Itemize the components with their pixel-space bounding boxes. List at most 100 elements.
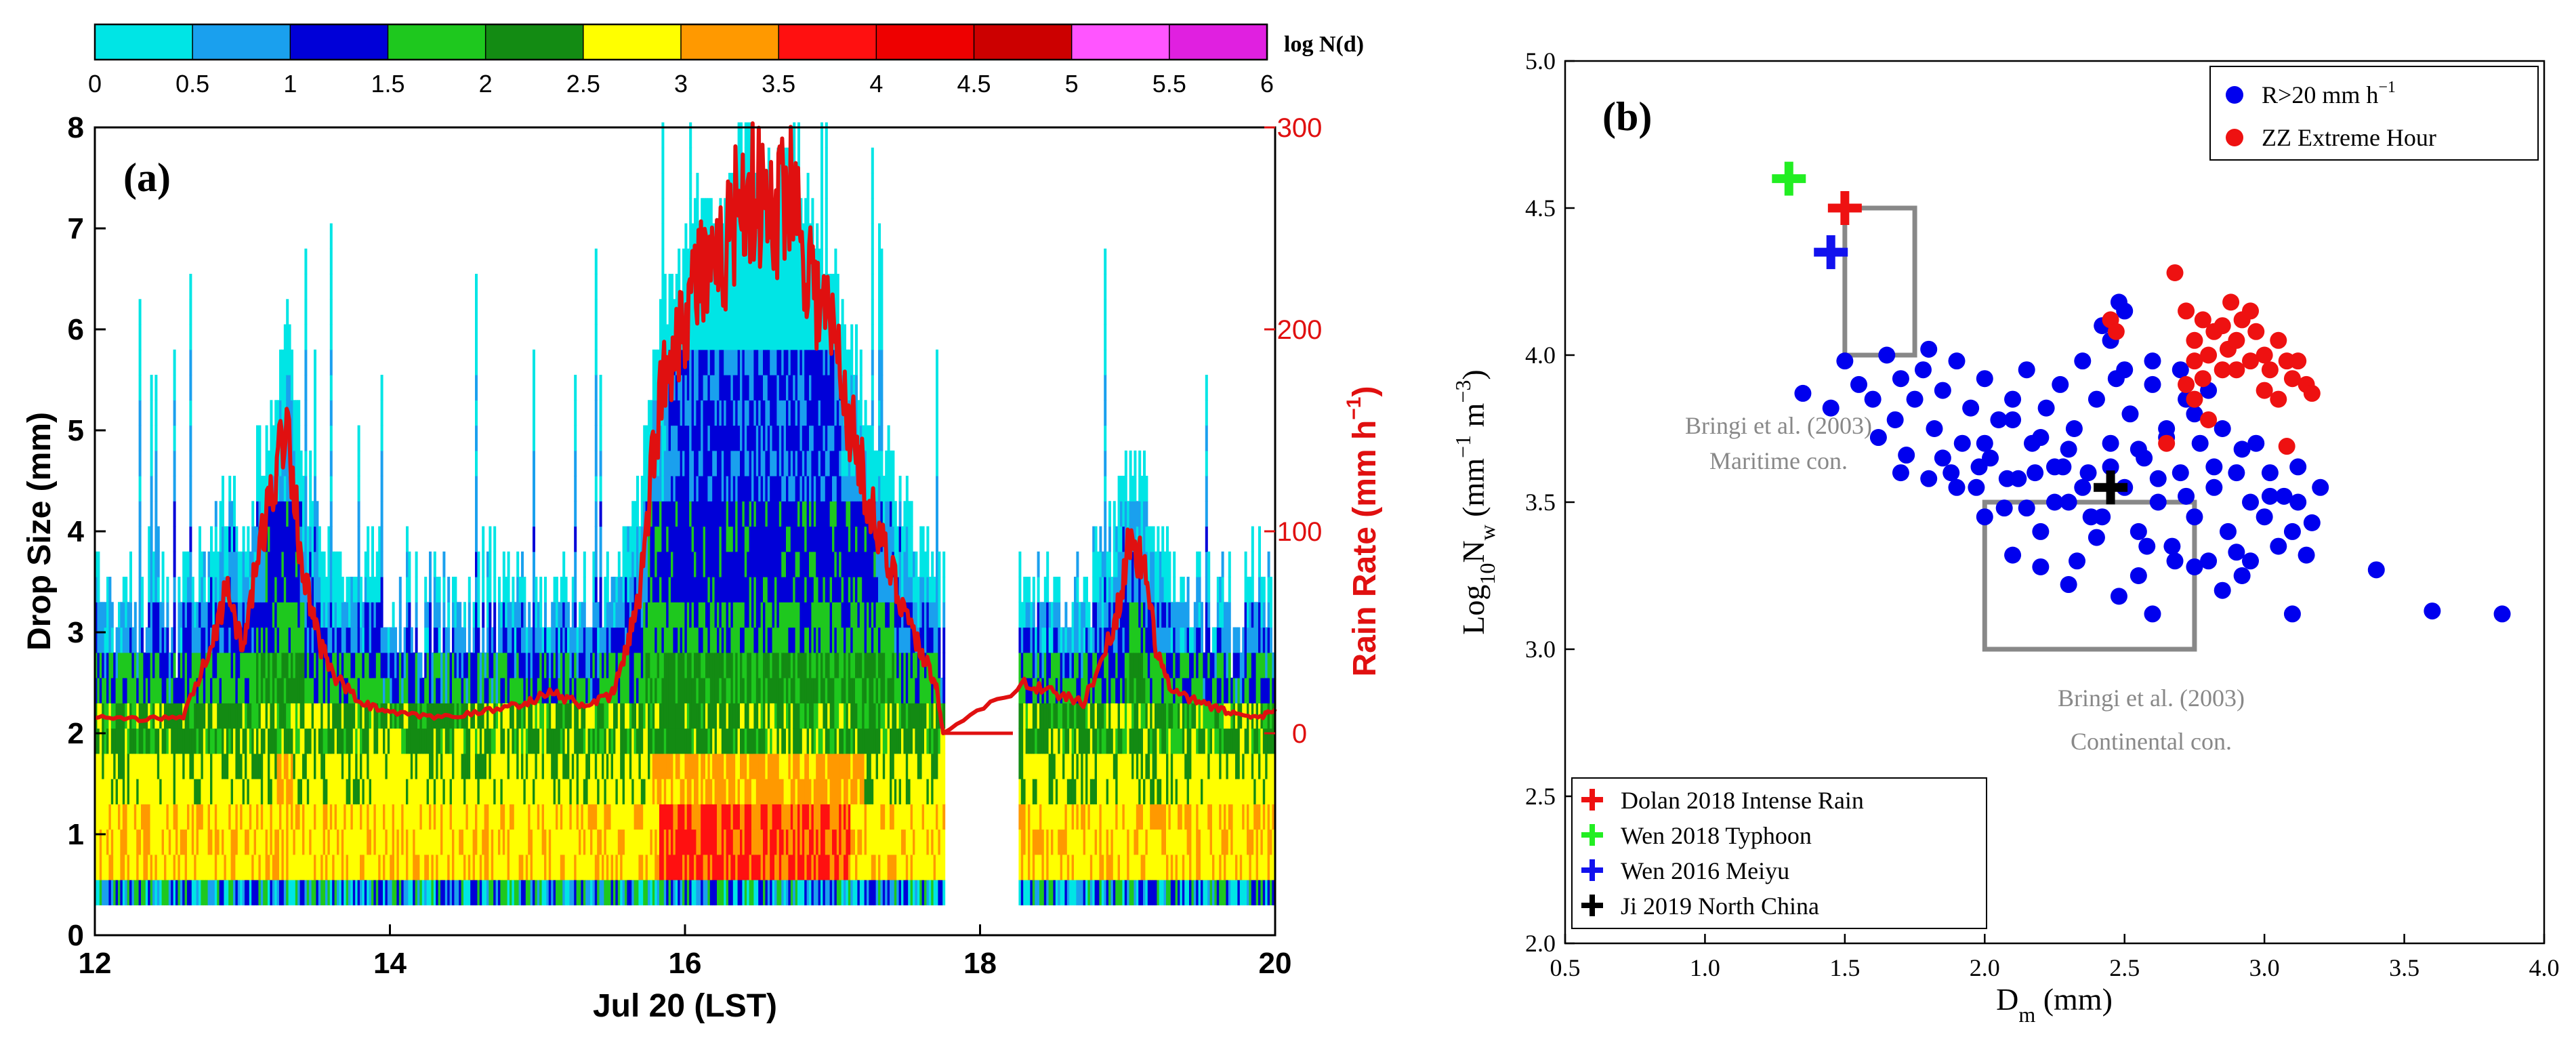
heatmap-cell [161, 779, 165, 804]
heatmap-cell [219, 526, 222, 552]
heatmap-cell [689, 400, 692, 426]
heatmap-cell [311, 854, 314, 880]
heatmap-cell [671, 880, 673, 905]
heatmap-cell [767, 349, 770, 375]
heatmap-cell [302, 829, 305, 855]
heatmap-cell [187, 577, 190, 602]
heatmap-cell [380, 577, 383, 602]
heatmap-cell [475, 501, 478, 527]
heatmap-cell [334, 678, 337, 703]
heatmap-cell [617, 804, 621, 830]
heatmap-cell [724, 324, 727, 350]
heatmap-cell [318, 728, 321, 754]
heatmap-cell [196, 753, 199, 779]
heatmap-cell [318, 551, 321, 577]
heatmap-cell [553, 602, 556, 628]
heatmap-cell [560, 703, 563, 729]
heatmap-cell [375, 804, 379, 830]
heatmap-cell [133, 854, 137, 880]
heatmap-cell [295, 703, 298, 729]
heatmap-cell [203, 728, 206, 754]
heatmap-cell [686, 501, 690, 527]
heatmap-cell [385, 627, 388, 653]
heatmap-cell [403, 627, 407, 653]
heatmap-cell [230, 854, 234, 880]
heatmap-cell [770, 627, 773, 653]
heatmap-cell [311, 753, 314, 779]
heatmap-cell [590, 678, 593, 703]
heatmap-cell [115, 753, 119, 779]
heatmap-cell [309, 476, 312, 501]
heatmap-cell [587, 829, 591, 855]
heatmap-cell [164, 728, 167, 754]
heatmap-cell [431, 880, 434, 905]
heatmap-cell [279, 501, 282, 527]
heatmap-cell [482, 779, 485, 804]
heatmap-cell [763, 450, 766, 476]
heatmap-cell [210, 577, 213, 602]
heatmap-cell [367, 703, 370, 729]
heatmap-cell [728, 577, 731, 602]
heatmap-cell [152, 804, 155, 830]
heatmap-cell [258, 652, 262, 678]
heatmap-cell [157, 854, 160, 880]
heatmap-cell [730, 753, 734, 779]
heatmap-cell [749, 829, 752, 855]
heatmap-cell [189, 299, 192, 325]
heatmap-cell [339, 829, 342, 855]
heatmap-cell [463, 728, 466, 754]
heatmap-cell [97, 779, 100, 804]
heatmap-cell [767, 375, 770, 401]
heatmap-cell [770, 678, 773, 703]
heatmap-cell [106, 577, 109, 602]
heatmap-cell [228, 880, 232, 905]
heatmap-cell [265, 627, 268, 653]
heatmap-cell [694, 728, 697, 754]
heatmap-cell [283, 602, 287, 628]
heatmap-cell [219, 753, 222, 779]
heatmap-cell [329, 324, 333, 350]
heatmap-cell [606, 703, 609, 729]
heatmap-cell [375, 829, 379, 855]
heatmap-cell [675, 476, 678, 501]
heatmap-cell [272, 476, 275, 501]
heatmap-cell [668, 854, 671, 880]
heatmap-cell [281, 400, 285, 426]
heatmap-cell [707, 602, 711, 628]
heatmap-cell [594, 400, 598, 426]
heatmap-cell [650, 703, 653, 729]
heatmap-cell [387, 728, 390, 754]
heatmap-cell [671, 299, 673, 325]
heatmap-cell [145, 728, 148, 754]
heatmap-cell [245, 804, 247, 830]
heatmap-cell [576, 829, 579, 855]
heatmap-cell [268, 880, 270, 905]
heatmap-cell [230, 779, 234, 804]
heatmap-cell [99, 728, 102, 754]
heatmap-cell [228, 501, 232, 527]
heatmap-cell [726, 854, 729, 880]
heatmap-cell [721, 450, 724, 476]
heatmap-cell [452, 854, 455, 880]
heatmap-cell [329, 678, 333, 703]
heatmap-cell [671, 678, 673, 703]
heatmap-cell [173, 753, 176, 779]
heatmap-cell [650, 400, 653, 426]
heatmap-cell [548, 779, 552, 804]
heatmap-cell [456, 880, 459, 905]
heatmap-cell [698, 703, 701, 729]
heatmap-cell [148, 627, 151, 653]
heatmap-cell [452, 652, 455, 678]
heatmap-cell [625, 753, 627, 779]
heatmap-cell [633, 779, 637, 804]
heatmap-cell [311, 804, 314, 830]
heatmap-cell [705, 577, 708, 602]
heatmap-cell [668, 476, 671, 501]
heatmap-cell [219, 854, 222, 880]
heatmap-cell [270, 501, 273, 527]
heatmap-cell [512, 880, 515, 905]
heatmap-cell [166, 854, 169, 880]
heatmap-cell [763, 627, 766, 653]
heatmap-cell [714, 450, 718, 476]
heatmap-cell [724, 829, 727, 855]
